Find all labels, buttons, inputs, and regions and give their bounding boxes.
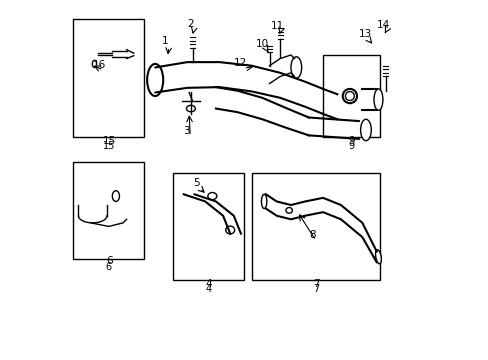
Ellipse shape	[290, 57, 301, 78]
Text: 1: 1	[162, 36, 168, 46]
FancyBboxPatch shape	[251, 173, 380, 280]
FancyBboxPatch shape	[73, 19, 144, 137]
Text: 9: 9	[347, 136, 354, 147]
Text: 5: 5	[193, 178, 199, 188]
Text: 15: 15	[102, 136, 116, 147]
Text: 11: 11	[270, 21, 283, 31]
Text: 9: 9	[348, 141, 354, 151]
Text: 16: 16	[93, 60, 106, 69]
Text: 3: 3	[183, 126, 189, 136]
Ellipse shape	[285, 207, 292, 213]
Ellipse shape	[375, 250, 381, 264]
Ellipse shape	[112, 191, 119, 202]
Ellipse shape	[186, 105, 195, 112]
Ellipse shape	[225, 226, 234, 234]
Ellipse shape	[147, 64, 163, 96]
Ellipse shape	[261, 194, 266, 208]
Text: 14: 14	[376, 19, 389, 30]
Text: 6: 6	[106, 256, 113, 266]
Ellipse shape	[373, 89, 382, 111]
Text: 10: 10	[256, 39, 269, 49]
Text: 2: 2	[186, 19, 193, 29]
Text: 7: 7	[312, 284, 318, 294]
Ellipse shape	[345, 91, 354, 100]
Text: 4: 4	[205, 279, 212, 289]
FancyBboxPatch shape	[173, 173, 244, 280]
Text: 8: 8	[308, 230, 315, 240]
Ellipse shape	[342, 89, 356, 103]
Text: 4: 4	[205, 284, 211, 294]
Text: 12: 12	[233, 58, 246, 68]
Text: 13: 13	[358, 29, 371, 39]
Text: 15: 15	[102, 141, 115, 151]
Text: 7: 7	[312, 279, 319, 289]
Ellipse shape	[360, 119, 370, 141]
Ellipse shape	[207, 193, 216, 200]
Text: 6: 6	[105, 262, 112, 272]
FancyBboxPatch shape	[73, 162, 144, 258]
Ellipse shape	[92, 60, 97, 67]
FancyBboxPatch shape	[323, 55, 380, 137]
